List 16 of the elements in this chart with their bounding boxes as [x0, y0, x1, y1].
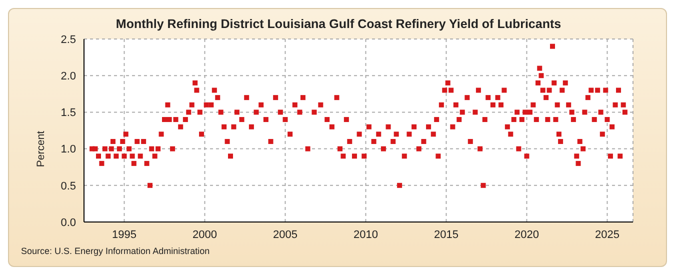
- x-tick-label: 2000: [192, 228, 217, 241]
- y-tick-label: 2.5: [60, 34, 76, 46]
- x-tick-label: 2005: [273, 228, 298, 241]
- x-tick-label: 1995: [112, 228, 136, 241]
- x-tick-label: 2010: [354, 228, 378, 241]
- y-tick-label: 1.0: [60, 144, 76, 156]
- source-note: Source: U.S. Energy Information Administration: [21, 246, 210, 256]
- x-tick-label: 2020: [514, 228, 539, 241]
- y-axis-title: Percent: [35, 130, 47, 168]
- chart-title: Monthly Refining District Louisiana Gulf Coast Refinery Yield of Lubricants: [114, 17, 562, 31]
- y-tick-label: 1.5: [60, 107, 76, 120]
- y-tick-label: 2.0: [60, 70, 76, 83]
- x-tick-label: 2025: [595, 228, 620, 241]
- y-tick-label: 0.0: [60, 216, 76, 229]
- x-tick-label: 2015: [434, 228, 458, 241]
- y-tick-label: 0.5: [60, 180, 76, 192]
